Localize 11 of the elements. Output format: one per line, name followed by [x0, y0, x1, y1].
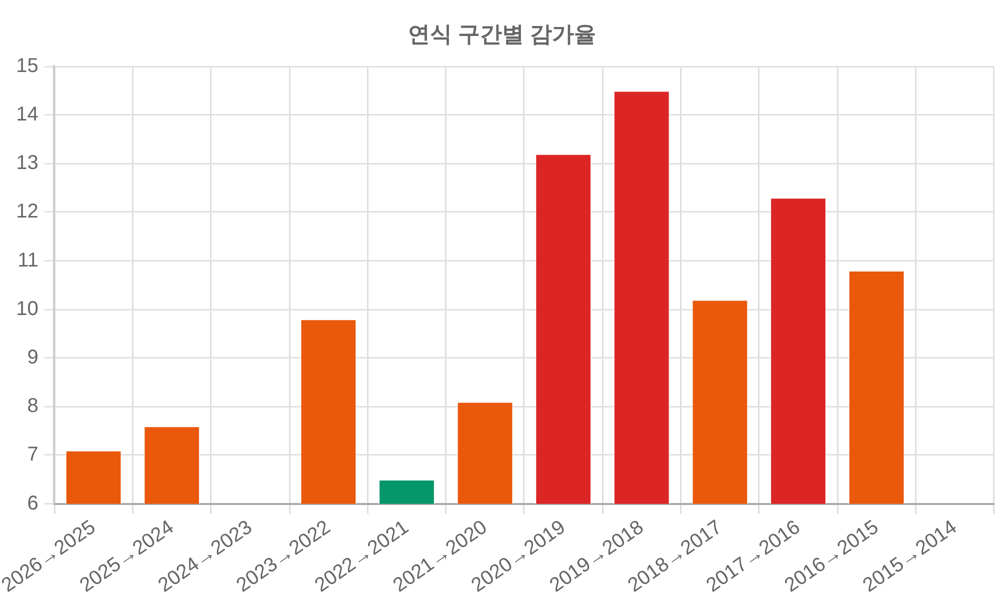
y-tick-label: 13 [16, 152, 38, 174]
y-tick-label: 9 [27, 346, 38, 369]
y-tick-label: 7 [27, 444, 38, 466]
y-tick-label: 6 [27, 492, 38, 514]
y-tick-label: 8 [27, 395, 38, 418]
y-tick-label: 11 [18, 249, 38, 272]
y-tick-label: 12 [16, 200, 38, 223]
chart-title: 연식 구간별 감가율 [408, 21, 596, 46]
y-tick-label: 10 [16, 298, 38, 320]
y-tick-label: 15 [16, 54, 38, 77]
y-tick-label: 14 [16, 104, 38, 126]
